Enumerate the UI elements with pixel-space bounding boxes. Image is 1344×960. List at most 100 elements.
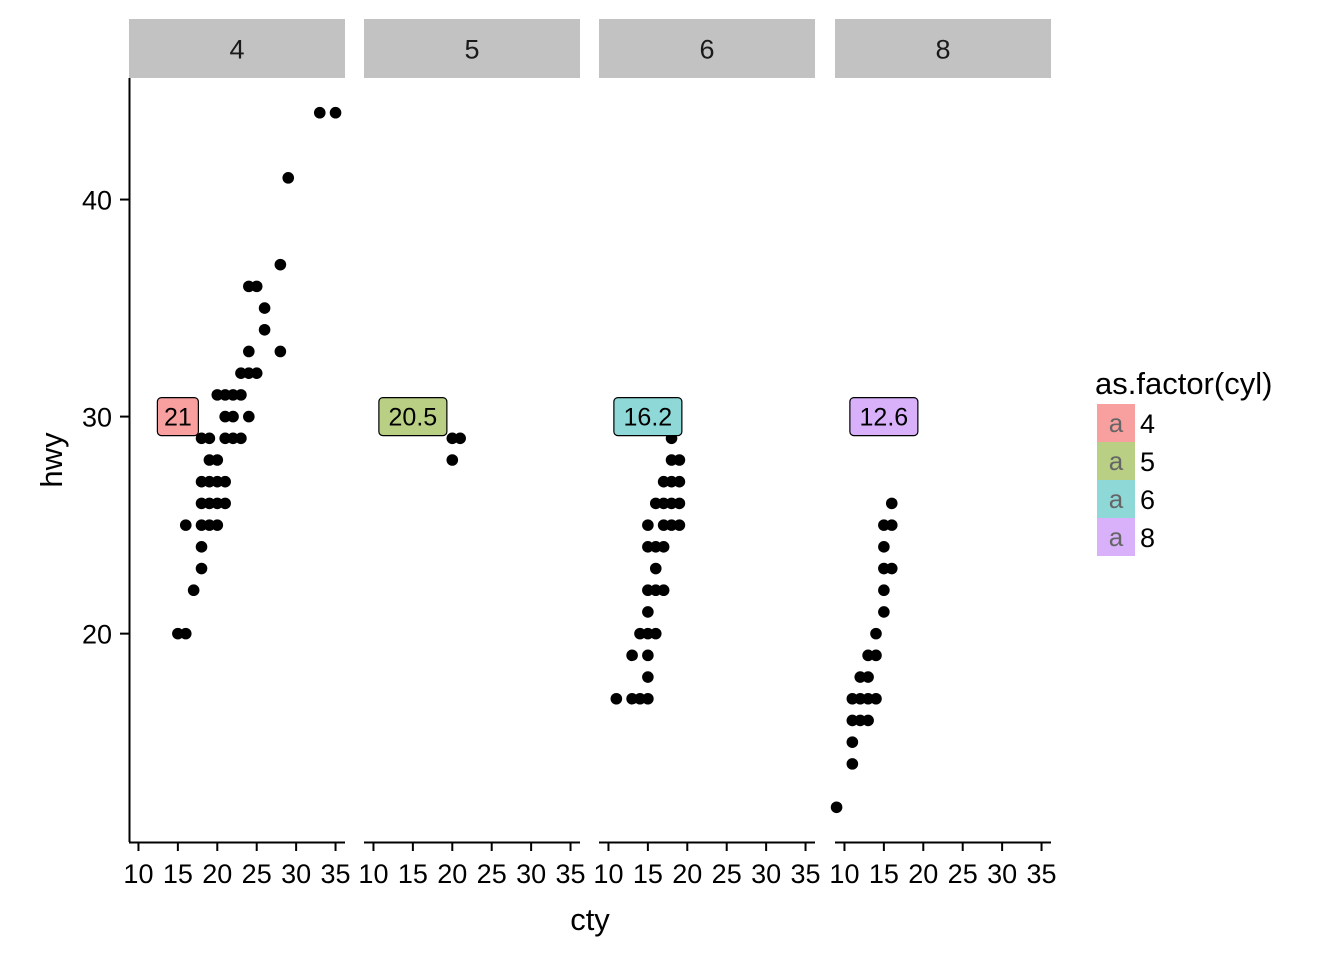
x-tick-label: 20 xyxy=(908,859,938,889)
y-axis: 20 30 40 xyxy=(82,78,131,842)
data-point xyxy=(329,106,342,119)
facet-strip-label: 5 xyxy=(464,35,479,65)
data-point xyxy=(250,280,263,293)
data-label: 16.2 xyxy=(624,404,673,432)
x-tick-label: 10 xyxy=(123,859,153,889)
facet-strip xyxy=(364,19,580,78)
data-point xyxy=(179,519,192,531)
legend-label: 5 xyxy=(1140,447,1155,477)
data-point xyxy=(227,410,239,423)
data-point xyxy=(657,541,670,553)
facet-panel-8: 8 10 15 20 25 30 35 12.6 xyxy=(829,19,1057,889)
legend-key xyxy=(1097,480,1135,518)
x-axis-title: cty xyxy=(570,902,610,937)
facet-strip xyxy=(835,19,1051,78)
x-tick-label: 25 xyxy=(477,859,507,889)
data-point xyxy=(878,541,890,553)
legend: as.factor(cyl) a 4a 5a 6a 8 xyxy=(1095,366,1272,556)
data-point xyxy=(673,475,686,488)
legend-key-glyph: a xyxy=(1109,484,1124,514)
legend-key-glyph: a xyxy=(1109,446,1124,476)
x-tick-label: 35 xyxy=(791,859,821,889)
y-axis-title: hwy xyxy=(34,432,69,488)
x-tick-label: 30 xyxy=(281,859,311,889)
x-tick-label: 30 xyxy=(751,859,781,889)
data-point xyxy=(673,519,686,531)
data-point xyxy=(830,801,843,814)
data-point xyxy=(274,345,287,358)
data-point xyxy=(187,584,200,597)
data-point xyxy=(250,367,263,379)
data-label-box xyxy=(378,396,448,437)
data-point xyxy=(885,497,898,510)
data-point xyxy=(258,323,271,336)
data-point xyxy=(649,627,662,640)
data-point xyxy=(642,692,654,705)
data-point xyxy=(219,497,231,510)
legend-key-glyph: a xyxy=(1109,408,1124,438)
legend-key-glyph: a xyxy=(1109,522,1124,552)
x-tick-label: 15 xyxy=(163,859,193,889)
x-tick-label: 15 xyxy=(633,859,663,889)
data-point xyxy=(649,562,662,575)
data-point xyxy=(642,519,654,531)
facet-strip-label: 4 xyxy=(229,35,244,65)
data-label: 21 xyxy=(164,404,192,432)
data-point xyxy=(885,519,898,531)
x-tick-label: 20 xyxy=(202,859,232,889)
facet-strip-label: 8 xyxy=(935,35,950,65)
facet-panel-6: 6 10 15 20 25 30 35 16.2 xyxy=(593,19,821,889)
legend-key xyxy=(1097,442,1135,480)
data-point xyxy=(870,692,882,705)
legend-key xyxy=(1097,518,1135,556)
data-label-box xyxy=(613,396,683,437)
data-point xyxy=(870,649,882,662)
x-tick-label: 10 xyxy=(358,859,388,889)
facet-strip xyxy=(129,19,345,78)
data-point xyxy=(626,649,638,662)
data-point xyxy=(219,475,231,488)
data-point xyxy=(846,736,859,748)
data-point xyxy=(642,649,654,662)
y-tick-label: 20 xyxy=(82,620,112,650)
data-point xyxy=(870,627,882,640)
x-tick-label: 10 xyxy=(829,859,859,889)
data-label-box xyxy=(849,396,919,437)
x-tick-label: 15 xyxy=(398,859,428,889)
facet-strip-label: 6 xyxy=(699,35,714,65)
data-label: 20.5 xyxy=(389,404,438,432)
data-point xyxy=(179,627,192,640)
y-tick-label: 40 xyxy=(82,186,112,216)
facet-panel-4: 4 10 15 20 25 30 35 21 xyxy=(123,19,351,889)
facet-strip xyxy=(599,19,815,78)
data-point xyxy=(235,432,247,445)
data-point xyxy=(203,432,216,445)
data-point xyxy=(642,606,654,618)
facet-panel-5: 5 10 15 20 25 30 35 20.5 xyxy=(358,19,586,889)
x-tick-label: 25 xyxy=(242,859,272,889)
data-point xyxy=(610,692,623,705)
x-tick-label: 35 xyxy=(321,859,351,889)
data-point xyxy=(454,432,466,445)
data-point xyxy=(258,302,271,314)
data-point xyxy=(195,562,208,575)
legend-label: 6 xyxy=(1140,485,1155,515)
data-point xyxy=(846,758,859,770)
x-tick-label: 25 xyxy=(948,859,978,889)
x-tick-label: 35 xyxy=(1027,859,1057,889)
data-point xyxy=(282,172,295,184)
legend-key xyxy=(1097,404,1135,442)
x-tick-label: 10 xyxy=(593,859,623,889)
data-point xyxy=(243,345,255,358)
data-point xyxy=(211,454,224,466)
data-point xyxy=(313,106,326,119)
data-point xyxy=(878,584,890,597)
x-tick-label: 25 xyxy=(712,859,742,889)
x-tick-label: 30 xyxy=(987,859,1017,889)
legend-label: 8 xyxy=(1140,523,1155,553)
data-point xyxy=(862,671,874,683)
facet-panels: 4 10 15 20 25 30 35 21 5 10 15 20 25 30 35 20.5 6 10 15 20 2… xyxy=(123,19,1057,889)
data-point xyxy=(885,562,898,575)
legend-title: as.factor(cyl) xyxy=(1095,366,1272,401)
